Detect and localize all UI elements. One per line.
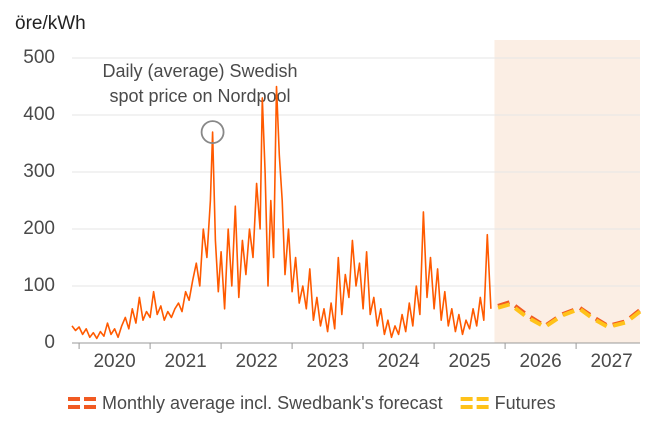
- x-tick-label: 2023: [306, 351, 348, 372]
- y-axis-label: öre/kWh: [15, 13, 86, 34]
- series-line: [71, 85, 492, 340]
- forecast-region: [494, 40, 640, 343]
- x-tick-label: 2026: [519, 351, 561, 372]
- y-tick-label: 300: [23, 161, 55, 182]
- y-tick-label: 200: [23, 218, 55, 239]
- y-tick-label: 100: [23, 275, 55, 296]
- x-tick-label: 2024: [377, 351, 420, 372]
- x-tick-label: 2020: [93, 351, 135, 372]
- x-tick-label: 2022: [235, 351, 277, 372]
- x-tick-label: 2027: [590, 351, 632, 372]
- annotation: Daily (average) Swedish: [102, 61, 297, 81]
- annotation-marker: [200, 120, 225, 145]
- series-line: [497, 302, 642, 329]
- x-tick-label: 2021: [164, 351, 206, 372]
- legend-label: Monthly average incl. Swedbank's forecas…: [102, 393, 443, 413]
- x-tick-label: 2025: [448, 351, 490, 372]
- legend-label: Futures: [495, 393, 556, 413]
- y-tick-label: 500: [23, 47, 55, 68]
- y-tick-label: 400: [23, 104, 55, 125]
- y-tick-label: 0: [44, 332, 55, 353]
- annotation: spot price on Nordpool: [109, 86, 290, 106]
